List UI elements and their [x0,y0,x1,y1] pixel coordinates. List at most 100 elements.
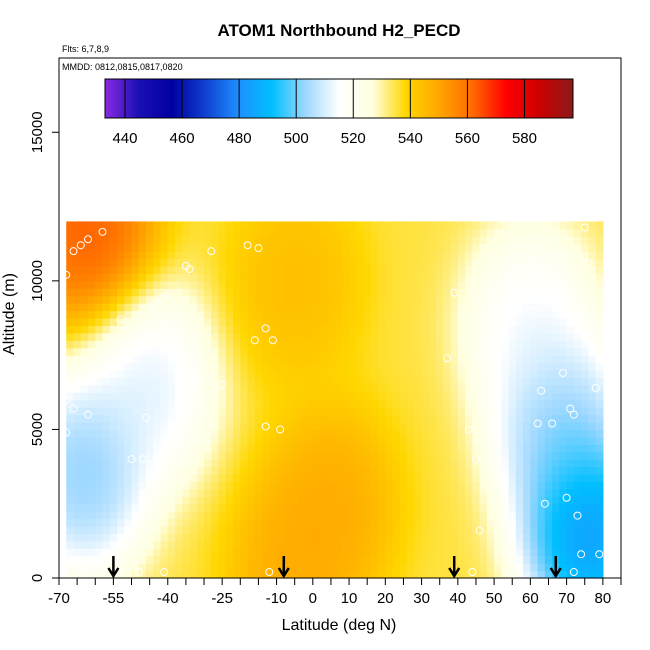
heatmap-cell [305,273,314,282]
heatmap-cell [363,526,372,535]
heatmap-cell [414,288,423,297]
flight-point [84,235,93,244]
heatmap-cell [146,236,154,245]
heatmap-cell [407,533,415,542]
heatmap-cell [523,563,531,572]
heatmap-cell [117,518,125,527]
heatmap-cell [515,295,524,304]
heatmap-cell [269,399,278,408]
heatmap-cell [66,488,75,497]
heatmap-cell [501,377,510,386]
heatmap-cell [378,228,386,237]
heatmap-cell [450,318,459,327]
heatmap-cell [204,488,212,497]
heatmap-cell [588,377,597,386]
heatmap-cell [530,399,539,408]
heatmap-cell [204,570,212,579]
heatmap-cell [581,288,589,297]
heatmap-cell [588,436,597,445]
heatmap-cell [559,518,568,527]
heatmap-cell [167,459,176,468]
heatmap-cell [559,258,568,267]
heatmap-cell [494,392,502,401]
heatmap-cell [494,488,502,497]
heatmap-cell [378,280,386,289]
heatmap-cell [370,266,379,275]
heatmap-cell [465,511,473,520]
heatmap-cell [291,533,299,542]
flight-point [497,300,506,309]
flight-point [69,247,78,256]
heatmap-cell [138,511,147,520]
heatmap-cell [457,280,466,289]
heatmap-cell [515,243,524,252]
heatmap-cell [356,422,365,431]
heatmap-cell [109,288,118,297]
heatmap-cell [450,526,459,535]
heatmap-cell [66,251,75,260]
heatmap-cell [479,570,488,579]
heatmap-cell [95,303,104,312]
heatmap-cell [349,548,357,557]
heatmap-cell [501,451,510,460]
heatmap-cell [595,347,604,356]
heatmap-cell [182,518,191,527]
heatmap-cell [102,221,111,230]
heatmap-cell [327,377,336,386]
heatmap-cell [443,436,452,445]
heatmap-cell [436,347,444,356]
heatmap-cell [95,444,104,453]
heatmap-cell [349,563,357,572]
heatmap-cell [341,273,350,282]
heatmap-cell [175,295,183,304]
heatmap-cell [523,228,531,237]
heatmap-cell [552,332,560,341]
heatmap-cell [95,399,104,408]
heatmap-cell [349,258,357,267]
heatmap-cell [160,340,169,349]
heatmap-cell [298,355,307,364]
heatmap-cell [196,332,205,341]
heatmap-cell [218,303,227,312]
heatmap-cell [544,273,553,282]
heatmap-cell [559,221,568,230]
heatmap-cell [428,533,437,542]
heatmap-cell [566,444,575,453]
heatmap-cell [102,347,111,356]
heatmap-cell [581,325,589,334]
heatmap-cell [508,555,517,564]
heatmap-cell [341,355,350,364]
heatmap-cell [472,548,481,557]
heatmap-cell [102,488,111,497]
heatmap-cell [494,563,502,572]
heatmap-cell [588,310,597,319]
heatmap-cell [175,466,183,475]
heatmap-cell [501,526,510,535]
heatmap-cell [472,459,481,468]
heatmap-cell [276,526,285,535]
heatmap-cell [399,340,408,349]
heatmap-cell [262,347,270,356]
heatmap-cell [392,303,401,312]
heatmap-cell [399,384,408,393]
heatmap-cell [573,236,582,245]
heatmap-cell [537,548,546,557]
heatmap-cell [370,370,379,379]
heatmap-cell [595,422,604,431]
heatmap-cell [153,266,162,275]
heatmap-cell [138,228,147,237]
heatmap-cell [407,503,415,512]
heatmap-cell [283,518,292,527]
heatmap-cell [80,280,89,289]
heatmap-cell [320,243,328,252]
heatmap-cell [233,451,241,460]
heatmap-cell [428,563,437,572]
heatmap-cell [305,466,314,475]
heatmap-cell [211,488,220,497]
heatmap-cell [407,444,415,453]
heatmap-cell [363,384,372,393]
heatmap-cell [370,318,379,327]
heatmap-cell [95,474,104,483]
heatmap-cell [457,377,466,386]
heatmap-cell [254,407,263,416]
